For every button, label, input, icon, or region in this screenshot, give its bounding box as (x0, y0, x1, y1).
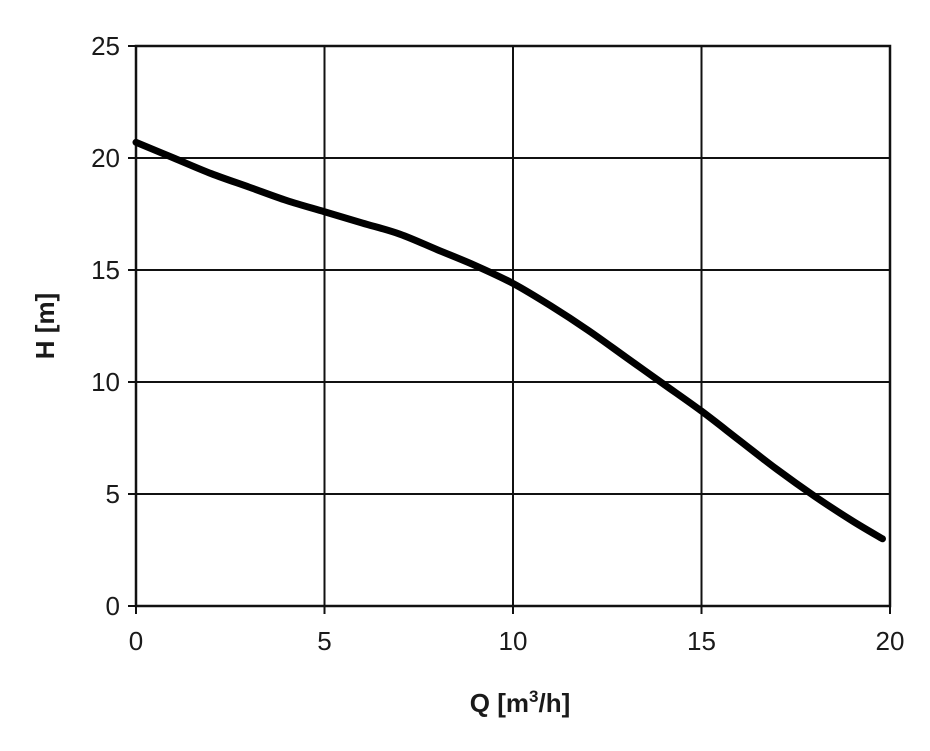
y-tick-label-20: 20 (91, 143, 120, 173)
y-tick-label-0: 0 (106, 591, 120, 621)
y-tick-label-15: 15 (91, 255, 120, 285)
y-axis-label: H [m] (30, 293, 60, 359)
series-line-0 (132, 138, 886, 543)
x-tick-label-10: 10 (499, 626, 528, 656)
y-tick-label-10: 10 (91, 367, 120, 397)
x-axis-label: Q [m3/h] (470, 687, 570, 718)
y-tick-label-5: 5 (106, 479, 120, 509)
x-tick-label-15: 15 (687, 626, 716, 656)
x-tick-label-0: 0 (129, 626, 143, 656)
plot-frame (134, 44, 892, 608)
x-tick-label-20: 20 (876, 626, 905, 656)
grid (128, 45, 891, 614)
x-tick-labels: 0 5 10 15 20 (129, 626, 905, 656)
x-tick-label-5: 5 (317, 626, 331, 656)
series-layer (132, 138, 886, 543)
y-tick-labels: 0 5 10 15 20 25 (91, 31, 120, 621)
y-tick-label-25: 25 (91, 31, 120, 61)
